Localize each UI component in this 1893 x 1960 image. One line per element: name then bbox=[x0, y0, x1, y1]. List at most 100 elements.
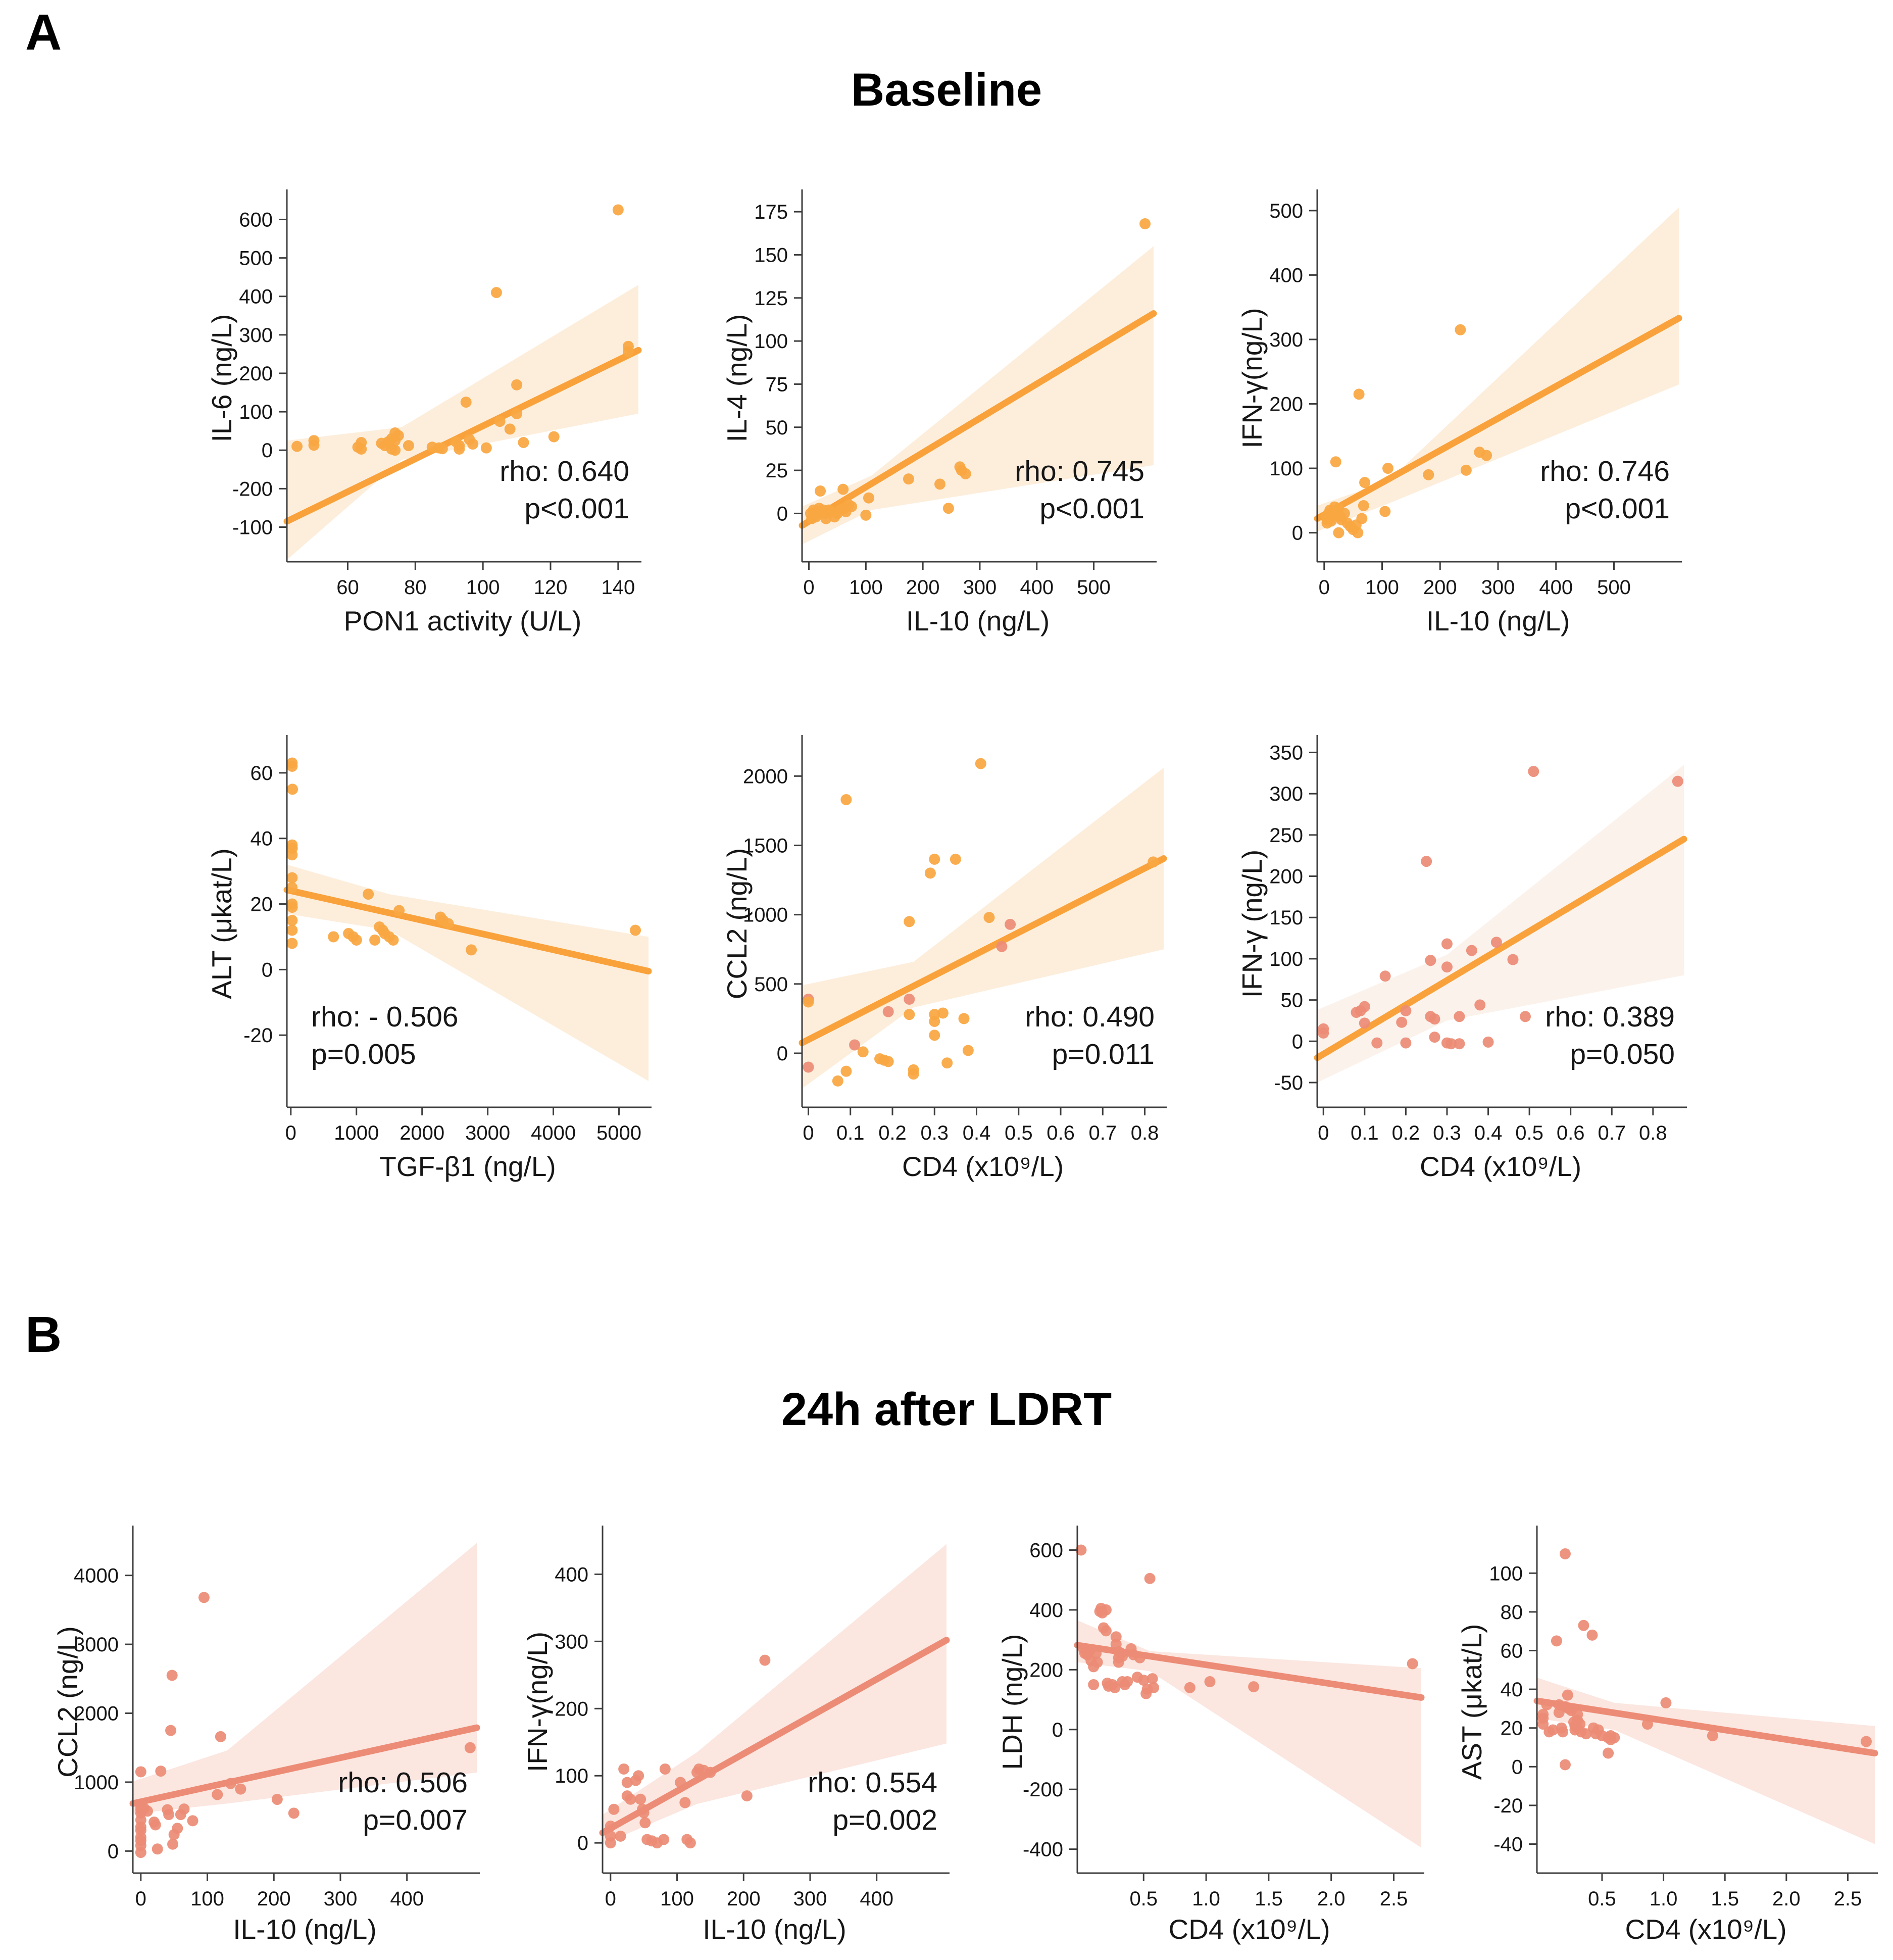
svg-text:0: 0 bbox=[605, 1888, 616, 1910]
ci-band bbox=[603, 1544, 946, 1844]
svg-text:50: 50 bbox=[1281, 990, 1304, 1012]
x-axis-label: PON1 activity (U/L) bbox=[344, 605, 582, 636]
x-axis: 0 100 200 300 400 500 bbox=[1317, 561, 1682, 599]
svg-text:350: 350 bbox=[1269, 742, 1303, 764]
svg-text:40: 40 bbox=[251, 828, 273, 850]
svg-text:0: 0 bbox=[1052, 1719, 1063, 1741]
svg-text:200: 200 bbox=[1269, 394, 1303, 416]
plot-b1: 0 100 200 300 400 4000 3000 2000 1000 0 IL-10 (ng/… bbox=[48, 1510, 495, 1960]
svg-text:0.5: 0.5 bbox=[1129, 1888, 1158, 1910]
data-points bbox=[291, 204, 634, 456]
svg-text:40: 40 bbox=[1501, 1679, 1523, 1701]
svg-text:0: 0 bbox=[1292, 1031, 1303, 1053]
svg-text:200: 200 bbox=[1269, 866, 1303, 888]
trend-line bbox=[1533, 1697, 1878, 1757]
y-axis: 2000 1500 1000 500 0 bbox=[743, 735, 803, 1107]
svg-text:2000: 2000 bbox=[74, 1703, 119, 1725]
ci-band bbox=[287, 284, 638, 560]
svg-text:0.2: 0.2 bbox=[1392, 1122, 1420, 1144]
y-axis: 500 400 300 200 100 0 bbox=[1269, 189, 1318, 562]
svg-text:0: 0 bbox=[803, 1122, 814, 1144]
svg-text:300: 300 bbox=[239, 324, 273, 347]
svg-text:0.3: 0.3 bbox=[1433, 1122, 1461, 1144]
x-axis-label: CD4 (x10⁹/L) bbox=[902, 1151, 1064, 1182]
svg-text:0: 0 bbox=[577, 1832, 588, 1854]
svg-text:rho: 0.640: rho: 0.640 bbox=[500, 455, 629, 487]
panel-b-label: B bbox=[25, 1306, 62, 1363]
svg-text:300: 300 bbox=[963, 576, 997, 599]
y-axis-label: IFN-γ (ng/L) bbox=[1236, 850, 1268, 998]
scatter-svg: 0 100 200 300 400 500 175 150 125 100 75 50 25 0 IL-10… bbox=[721, 189, 1157, 636]
y-axis: 600 500 400 300 200 100 0 -200 -100 bbox=[232, 189, 288, 562]
svg-text:p<0.001: p<0.001 bbox=[1565, 493, 1670, 525]
svg-text:rho: 0.745: rho: 0.745 bbox=[1015, 455, 1144, 487]
plot-a6: 0 0.1 0.2 0.3 0.4 0.5 0.6 0.7 0.8 350 300 250 200 150… bbox=[1232, 720, 1702, 1197]
svg-text:300: 300 bbox=[793, 1888, 827, 1910]
svg-text:3000: 3000 bbox=[465, 1122, 510, 1144]
plot-a4: 0 1000 2000 3000 4000 5000 60 40 20 0 -20 TGF-β1 (n… bbox=[202, 720, 667, 1197]
svg-text:2.5: 2.5 bbox=[1834, 1888, 1862, 1910]
y-axis-label: IL-6 (ng/L) bbox=[206, 314, 237, 443]
svg-text:1.0: 1.0 bbox=[1192, 1888, 1220, 1910]
svg-text:300: 300 bbox=[1269, 783, 1303, 805]
svg-text:0: 0 bbox=[1319, 576, 1330, 599]
x-axis-label: CD4 (x10⁹/L) bbox=[1420, 1151, 1581, 1182]
svg-text:600: 600 bbox=[239, 209, 273, 231]
svg-text:125: 125 bbox=[754, 287, 788, 310]
svg-text:600: 600 bbox=[1029, 1539, 1063, 1561]
plot-a2: 0 100 200 300 400 500 175 150 125 100 75 50 25 0 IL-10… bbox=[717, 174, 1172, 652]
svg-text:1.5: 1.5 bbox=[1255, 1888, 1283, 1910]
svg-text:rho: - 0.506: rho: - 0.506 bbox=[311, 1001, 459, 1033]
data-points bbox=[135, 1592, 476, 1858]
y-axis: 600 400 200 0 -200 -400 bbox=[1023, 1526, 1078, 1873]
svg-text:2000: 2000 bbox=[743, 765, 788, 788]
stats-annotation: rho: 0.745 p<0.001 bbox=[1015, 455, 1144, 525]
svg-text:400: 400 bbox=[860, 1888, 893, 1910]
stats-annotation: rho: - 0.506 p=0.005 bbox=[311, 1001, 459, 1070]
svg-text:300: 300 bbox=[1269, 329, 1303, 351]
svg-text:100: 100 bbox=[190, 1888, 224, 1910]
svg-text:-40: -40 bbox=[1493, 1834, 1523, 1856]
svg-text:100: 100 bbox=[239, 401, 273, 423]
svg-text:2000: 2000 bbox=[400, 1122, 444, 1144]
svg-text:100: 100 bbox=[660, 1888, 694, 1910]
svg-text:100: 100 bbox=[754, 330, 788, 353]
panel-b-title: 24h after LDRT bbox=[781, 1384, 1112, 1435]
svg-text:0.6: 0.6 bbox=[1047, 1122, 1075, 1144]
plot-b3: 0.5 1.0 1.5 2.0 2.5 600 400 200 0 -200 -400 CD4 (x1… bbox=[992, 1510, 1439, 1960]
stats-annotation: rho: 0.554 p=0.002 bbox=[808, 1767, 937, 1836]
stats-annotation: rho: 0.640 p<0.001 bbox=[500, 455, 629, 525]
data-points bbox=[286, 757, 641, 956]
trend-line bbox=[283, 887, 652, 975]
svg-text:-400: -400 bbox=[1023, 1839, 1063, 1861]
svg-text:0.5: 0.5 bbox=[1515, 1122, 1543, 1144]
svg-text:25: 25 bbox=[766, 460, 788, 482]
svg-text:80: 80 bbox=[404, 576, 427, 599]
x-axis-label: IL-10 (ng/L) bbox=[906, 605, 1050, 636]
ci-band bbox=[1077, 1620, 1421, 1848]
x-axis-label: IL-10 (ng/L) bbox=[1426, 605, 1570, 636]
trend-line bbox=[1314, 836, 1687, 1061]
svg-text:200: 200 bbox=[555, 1698, 588, 1720]
ci-band bbox=[1537, 1678, 1875, 1844]
stats-annotation: rho: 0.389 p=0.050 bbox=[1545, 1001, 1675, 1070]
scatter-svg: 0 100 200 300 400 4000 3000 2000 1000 0 IL-10 (ng/… bbox=[52, 1526, 480, 1945]
scatter-svg: 0.5 1.0 1.5 2.0 2.5 100 80 60 40 20 0 -20 -40 CD4 (x1… bbox=[1456, 1526, 1878, 1945]
svg-text:rho: 0.490: rho: 0.490 bbox=[1025, 1001, 1155, 1033]
svg-text:0: 0 bbox=[262, 959, 273, 981]
y-axis-label: IFN-γ(ng/L) bbox=[1236, 308, 1268, 448]
trend-line bbox=[799, 310, 1157, 529]
svg-text:0.1: 0.1 bbox=[836, 1122, 865, 1144]
svg-text:200: 200 bbox=[1029, 1659, 1063, 1681]
y-axis: 4000 3000 2000 1000 0 bbox=[74, 1526, 134, 1873]
svg-text:p=0.002: p=0.002 bbox=[832, 1804, 937, 1836]
svg-text:400: 400 bbox=[1269, 264, 1303, 286]
trend-line bbox=[599, 1637, 950, 1836]
svg-text:500: 500 bbox=[1077, 576, 1111, 599]
svg-text:75: 75 bbox=[766, 373, 788, 396]
scatter-svg: 0.5 1.0 1.5 2.0 2.5 600 400 200 0 -200 -400 CD4 (x1… bbox=[997, 1526, 1425, 1945]
y-axis-label: IFN-γ(ng/L) bbox=[522, 1632, 553, 1772]
svg-text:0: 0 bbox=[777, 503, 788, 525]
x-axis: 60 80 100 120 140 bbox=[287, 561, 641, 599]
svg-text:p=0.005: p=0.005 bbox=[311, 1038, 416, 1070]
